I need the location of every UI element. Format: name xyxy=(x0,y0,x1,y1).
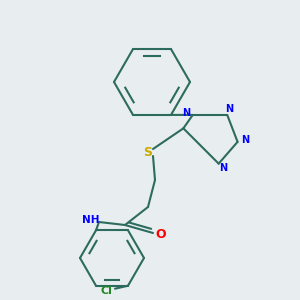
Text: N: N xyxy=(220,163,228,172)
Text: S: S xyxy=(143,146,152,158)
Text: N: N xyxy=(225,104,233,114)
Text: NH: NH xyxy=(82,215,100,225)
Text: O: O xyxy=(156,227,166,241)
Text: N: N xyxy=(182,108,190,118)
Text: N: N xyxy=(242,135,250,145)
Text: Cl: Cl xyxy=(100,286,112,296)
